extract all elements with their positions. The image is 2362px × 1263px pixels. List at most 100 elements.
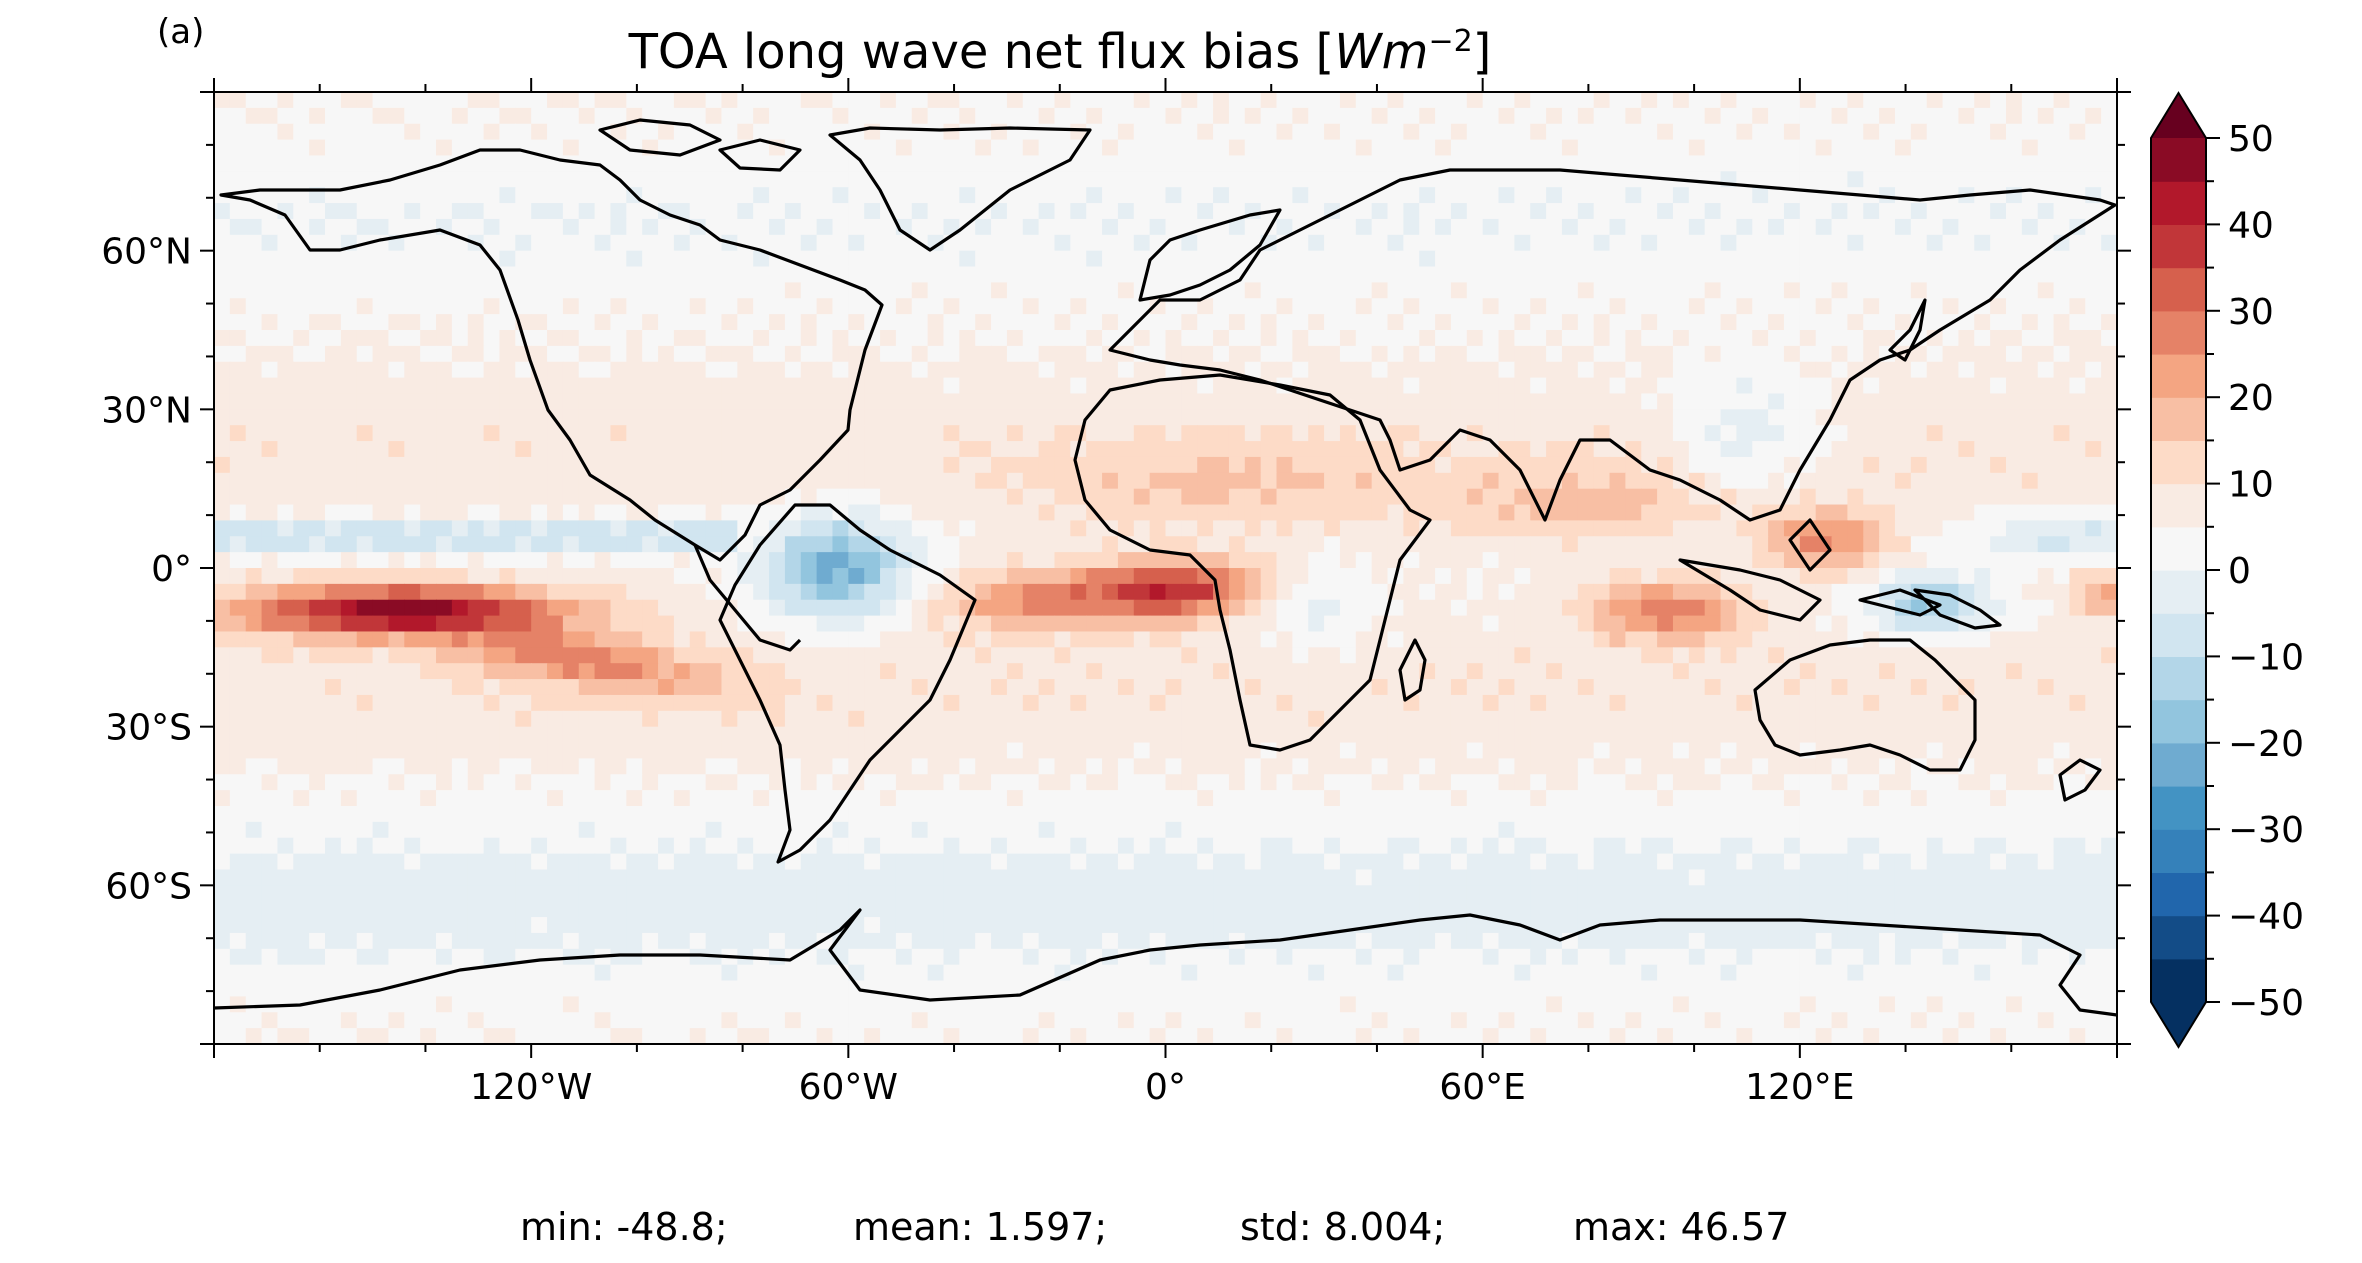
heatmap-cell: [1070, 155, 1087, 172]
heatmap-cell: [1006, 393, 1024, 410]
heatmap-cell: [911, 218, 929, 236]
heatmap-cell: [1736, 203, 1753, 220]
heatmap-cell: [1498, 568, 1515, 585]
heatmap-cell: [816, 218, 834, 236]
heatmap-cell: [1768, 520, 1785, 537]
heatmap-cell: [721, 250, 738, 268]
heatmap-cell: [1133, 187, 1151, 204]
heatmap-cell: [1704, 568, 1722, 585]
heatmap-cell: [1054, 425, 1071, 442]
heatmap-cell: [800, 92, 818, 109]
heatmap-cell: [594, 425, 612, 442]
heatmap-cell: [1926, 536, 1944, 553]
heatmap-cell: [293, 520, 310, 537]
heatmap-cell: [325, 710, 342, 728]
heatmap-cell: [467, 583, 485, 601]
heatmap-cell: [1022, 266, 1040, 283]
heatmap-cell: [689, 726, 707, 744]
heatmap-cell: [848, 599, 865, 617]
heatmap-cell: [1054, 345, 1071, 363]
heatmap-cell: [927, 456, 945, 474]
heatmap-cell: [1149, 615, 1167, 633]
heatmap-cell: [1799, 409, 1817, 426]
heatmap-cell: [1974, 218, 1991, 236]
heatmap-cell: [1593, 679, 1611, 696]
heatmap-cell: [1577, 282, 1595, 299]
heatmap-cell: [483, 456, 501, 474]
heatmap-cell: [1006, 456, 1024, 474]
heatmap-cell: [562, 266, 580, 283]
heatmap-cell: [436, 663, 453, 680]
heatmap-cell: [721, 504, 738, 521]
heatmap-cell: [451, 726, 469, 744]
heatmap-cell: [467, 393, 485, 410]
heatmap-cell: [784, 361, 802, 379]
heatmap-cell: [1641, 726, 1658, 744]
heatmap-cell: [1577, 107, 1595, 125]
heatmap-cell: [1006, 663, 1024, 680]
heatmap-cell: [1974, 599, 1991, 617]
heatmap-cell: [1657, 330, 1674, 347]
heatmap-cell: [1799, 282, 1817, 299]
heatmap-cell: [1450, 441, 1468, 458]
heatmap-cell: [467, 218, 485, 236]
heatmap-cell: [420, 107, 437, 125]
heatmap-cell: [658, 536, 675, 553]
heatmap-cell: [1371, 568, 1389, 585]
heatmap-cell: [943, 425, 960, 442]
heatmap-cell: [1783, 171, 1801, 188]
heatmap-cell: [1482, 409, 1500, 426]
heatmap-cell: [436, 298, 453, 315]
heatmap-cell: [959, 441, 976, 458]
heatmap-cell: [626, 631, 643, 648]
heatmap-cell: [1228, 203, 1246, 220]
heatmap-cell: [562, 345, 580, 363]
heatmap-cell: [737, 742, 754, 759]
heatmap-cell: [1006, 472, 1024, 490]
heatmap-cell: [1625, 330, 1642, 347]
heatmap-cell: [1879, 250, 1896, 268]
heatmap-cell: [943, 314, 960, 331]
heatmap-cell: [1720, 282, 1737, 299]
heatmap-cell: [1213, 171, 1230, 188]
heatmap-cell: [1086, 282, 1103, 299]
heatmap-cell: [784, 615, 802, 633]
heatmap-cell: [2053, 663, 2071, 680]
heatmap-cell: [1768, 171, 1785, 188]
heatmap-cell: [309, 568, 326, 585]
heatmap-cell: [2005, 536, 2023, 553]
heatmap-cell: [1133, 203, 1151, 220]
heatmap-cell: [1783, 330, 1801, 347]
heatmap-cell: [1260, 171, 1278, 188]
heatmap-cell: [214, 171, 231, 188]
heatmap-cell: [959, 361, 976, 379]
heatmap-cell: [626, 647, 643, 664]
heatmap-cell: [800, 488, 818, 506]
heatmap-cell: [1863, 679, 1880, 696]
heatmap-cell: [309, 361, 326, 379]
heatmap-cell: [499, 218, 516, 236]
heatmap-cell: [1133, 488, 1151, 506]
heatmap-cell: [1133, 631, 1151, 648]
heatmap-cell: [848, 425, 865, 442]
heatmap-cell: [356, 250, 374, 268]
heatmap-cell: [483, 647, 501, 664]
heatmap-cell: [1276, 155, 1293, 172]
heatmap-cell: [1054, 234, 1071, 252]
heatmap-cell: [1958, 425, 1975, 442]
heatmap-cell: [1292, 694, 1309, 712]
heatmap-cell: [261, 726, 279, 744]
heatmap-cell: [1276, 298, 1293, 315]
heatmap-cell: [1561, 694, 1579, 712]
heatmap-cell: [261, 92, 279, 109]
heatmap-cell: [1942, 203, 1960, 220]
heatmap-cell: [229, 520, 247, 537]
heatmap-cell: [229, 377, 247, 395]
heatmap-cell: [2037, 663, 2055, 680]
heatmap-cell: [1974, 250, 1991, 268]
heatmap-cell: [356, 568, 374, 585]
heatmap-cell: [1768, 139, 1785, 157]
heatmap-cell: [340, 409, 358, 426]
heatmap-cell: [356, 203, 374, 220]
heatmap-cell: [1736, 92, 1753, 109]
